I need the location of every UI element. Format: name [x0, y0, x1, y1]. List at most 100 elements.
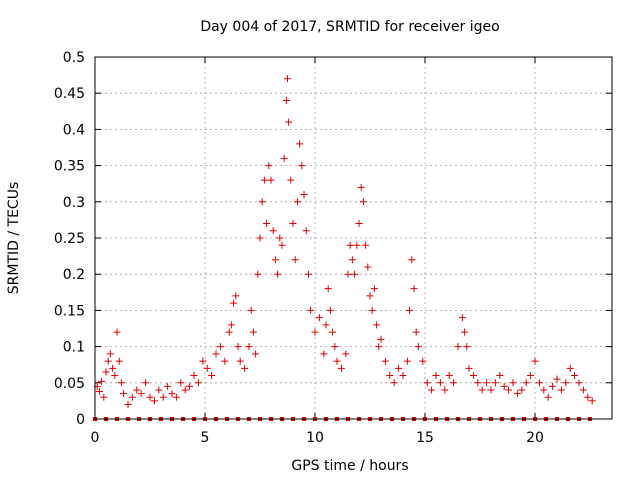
- data-point: [566, 364, 574, 372]
- y-tick-label: 0.4: [63, 122, 85, 138]
- data-point: [208, 372, 216, 380]
- data-point: [364, 263, 372, 271]
- x-axis: 0 5 10 15 20: [91, 57, 544, 446]
- data-point: [221, 357, 229, 365]
- plot-frame: [94, 56, 613, 420]
- data-point: [155, 386, 163, 394]
- data-point: [109, 364, 117, 372]
- data-point: [474, 379, 482, 387]
- data-point: [276, 234, 284, 242]
- data-point: [113, 328, 121, 336]
- data-point: [168, 390, 176, 398]
- data-point: [478, 386, 486, 394]
- data-point: [370, 285, 378, 293]
- data-point: [100, 393, 108, 401]
- data-point: [357, 183, 365, 191]
- data-point: [203, 364, 211, 372]
- data-point: [315, 314, 323, 322]
- data-point: [296, 140, 304, 148]
- data-point: [348, 256, 356, 264]
- data-point: [142, 379, 150, 387]
- data-point: [544, 393, 552, 401]
- data-point: [436, 379, 444, 387]
- data-point: [291, 256, 299, 264]
- data-point: [584, 393, 592, 401]
- x-tick-label: 5: [201, 430, 210, 446]
- data-point: [406, 306, 414, 314]
- data-point: [373, 321, 381, 329]
- x-tick-label: 15: [416, 430, 434, 446]
- data-point: [252, 350, 260, 358]
- data-point: [461, 328, 469, 336]
- data-point: [95, 387, 103, 395]
- data-point: [531, 357, 539, 365]
- data-point: [284, 75, 291, 83]
- data-point: [375, 343, 383, 351]
- x-tick-label: 20: [526, 430, 544, 446]
- y-tick-label: 0.35: [54, 159, 85, 175]
- data-point: [408, 256, 416, 264]
- data-point: [298, 162, 306, 170]
- data-point: [212, 350, 220, 358]
- x-tick-label: 10: [306, 430, 324, 446]
- data-point: [249, 328, 257, 336]
- data-point: [362, 241, 370, 249]
- data-point: [432, 372, 440, 380]
- data-point: [399, 372, 407, 380]
- data-point: [117, 379, 125, 387]
- data-point: [549, 382, 557, 390]
- data-point: [463, 343, 471, 351]
- data-point: [326, 306, 334, 314]
- data-point: [311, 328, 319, 336]
- data-point: [562, 379, 570, 387]
- y-tick-label: 0.5: [63, 50, 85, 66]
- y-tick-label: 0.15: [54, 303, 85, 319]
- data-point: [333, 357, 341, 365]
- data-point: [181, 386, 189, 394]
- data-point: [124, 401, 132, 409]
- data-point: [232, 292, 240, 300]
- data-point: [428, 386, 436, 394]
- data-point: [377, 335, 385, 343]
- data-point: [320, 350, 328, 358]
- y-axis-label: SRMTID / TECUs: [6, 182, 22, 295]
- data-point: [260, 176, 268, 184]
- data-point: [271, 256, 279, 264]
- data-point: [496, 372, 504, 380]
- data-point: [366, 292, 374, 300]
- data-point: [553, 375, 561, 383]
- data-point: [146, 393, 154, 401]
- data-point: [150, 397, 158, 405]
- y-axis: 0 0.05 0.1 0.15 0.2 0.25 0.3 0.35 0.4 0.45 0.5: [54, 50, 612, 428]
- data-point: [304, 270, 312, 278]
- data-point: [120, 390, 128, 398]
- data-point: [234, 343, 242, 351]
- data-point: [522, 379, 530, 387]
- x-tick-label: 0: [91, 430, 100, 446]
- data-point: [236, 357, 244, 365]
- y-tick-label: 0.2: [63, 267, 85, 283]
- data-point: [293, 198, 301, 206]
- data-point: [227, 321, 235, 329]
- data-point: [575, 379, 583, 387]
- data-point: [190, 372, 198, 380]
- data-point: [300, 191, 308, 199]
- data-point: [104, 357, 112, 365]
- data-point: [285, 118, 293, 126]
- data-point: [535, 379, 543, 387]
- data-point: [263, 220, 271, 228]
- data-point: [287, 176, 295, 184]
- data-point: [419, 357, 427, 365]
- data-point: [359, 198, 367, 206]
- y-tick-label: 0.45: [54, 86, 85, 102]
- y-tick-label: 0.1: [63, 340, 85, 356]
- data-point: [410, 285, 418, 293]
- data-point: [280, 154, 288, 162]
- data-point: [322, 321, 330, 329]
- data-point: [483, 379, 491, 387]
- data-point: [302, 227, 310, 235]
- data-point: [329, 328, 337, 336]
- data-point: [164, 382, 172, 390]
- data-point: [274, 270, 282, 278]
